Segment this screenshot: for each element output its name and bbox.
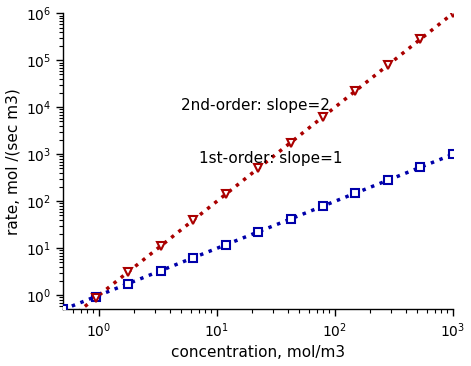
Text: 1st-order: slope=1: 1st-order: slope=1 [199,151,342,166]
X-axis label: concentration, mol/m3: concentration, mol/m3 [171,346,345,361]
Y-axis label: rate, mol /(sec m3): rate, mol /(sec m3) [6,88,21,235]
Text: 2nd-order: slope=2: 2nd-order: slope=2 [181,98,330,113]
